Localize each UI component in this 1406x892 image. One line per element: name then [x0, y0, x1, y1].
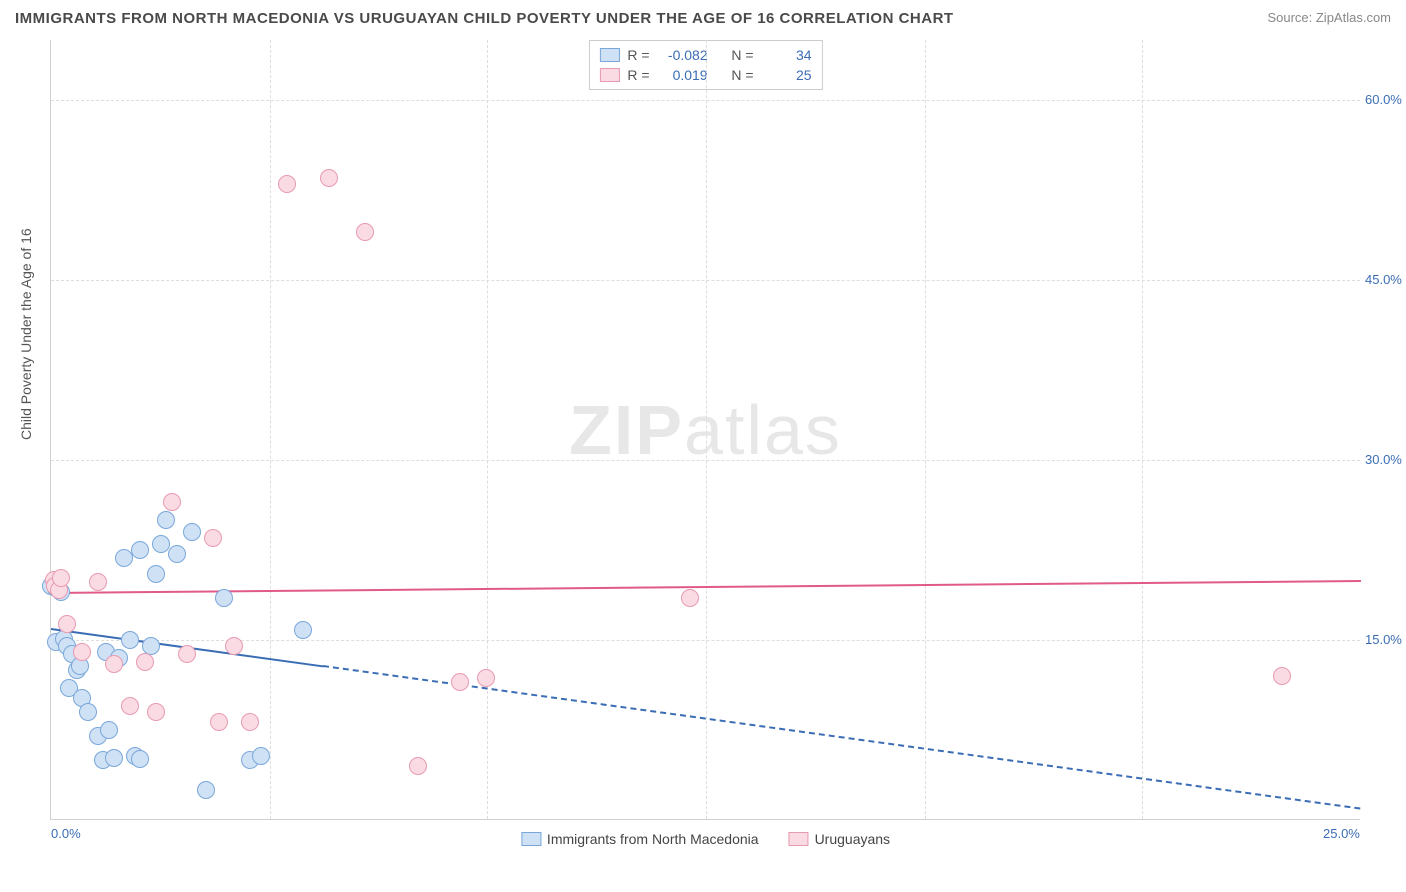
gridline-vertical	[925, 40, 926, 819]
data-point	[477, 669, 495, 687]
data-point	[197, 781, 215, 799]
data-point	[73, 643, 91, 661]
legend-swatch	[521, 832, 541, 846]
legend-swatch	[599, 68, 619, 82]
data-point	[157, 511, 175, 529]
data-point	[294, 621, 312, 639]
chart-title: IMMIGRANTS FROM NORTH MACEDONIA VS URUGU…	[15, 10, 954, 27]
legend-item: Uruguayans	[789, 831, 891, 847]
data-point	[215, 589, 233, 607]
gridline-vertical	[1142, 40, 1143, 819]
data-point	[131, 541, 149, 559]
y-tick-label: 45.0%	[1365, 272, 1406, 287]
data-point	[168, 545, 186, 563]
y-tick-label: 15.0%	[1365, 632, 1406, 647]
data-point	[320, 169, 338, 187]
legend-swatch	[599, 48, 619, 62]
legend-r-label: R =	[627, 47, 649, 63]
legend-n-value: 34	[762, 47, 812, 63]
data-point	[225, 637, 243, 655]
data-point	[147, 703, 165, 721]
legend-item: Immigrants from North Macedonia	[521, 831, 759, 847]
data-point	[163, 493, 181, 511]
data-point	[100, 721, 118, 739]
gridline-vertical	[270, 40, 271, 819]
y-tick-label: 30.0%	[1365, 452, 1406, 467]
data-point	[136, 653, 154, 671]
scatter-chart: ZIPatlas R =-0.082 N =34R =0.019 N =25 I…	[50, 40, 1360, 820]
data-point	[356, 223, 374, 241]
x-tick-label: 25.0%	[1323, 826, 1360, 841]
data-point	[681, 589, 699, 607]
data-point	[105, 749, 123, 767]
data-point	[204, 529, 222, 547]
gridline-vertical	[487, 40, 488, 819]
data-point	[252, 747, 270, 765]
data-point	[79, 703, 97, 721]
data-point	[451, 673, 469, 691]
legend-n-label: N =	[731, 47, 753, 63]
y-axis-label: Child Poverty Under the Age of 16	[18, 228, 34, 440]
legend-r-value: -0.082	[658, 47, 708, 63]
data-point	[89, 573, 107, 591]
legend-n-value: 25	[762, 67, 812, 83]
data-point	[105, 655, 123, 673]
y-tick-label: 60.0%	[1365, 92, 1406, 107]
trend-line	[323, 665, 1361, 810]
data-point	[58, 615, 76, 633]
legend-series: Immigrants from North Macedonia Uruguayan…	[521, 831, 890, 847]
legend-n-label: N =	[731, 67, 753, 83]
data-point	[278, 175, 296, 193]
data-point	[121, 697, 139, 715]
legend-r-value: 0.019	[658, 67, 708, 83]
data-point	[131, 750, 149, 768]
data-point	[178, 645, 196, 663]
data-point	[241, 713, 259, 731]
data-point	[52, 569, 70, 587]
legend-r-label: R =	[627, 67, 649, 83]
data-point	[121, 631, 139, 649]
data-point	[147, 565, 165, 583]
data-point	[409, 757, 427, 775]
legend-label: Immigrants from North Macedonia	[547, 831, 759, 847]
gridline-vertical	[706, 40, 707, 819]
data-point	[1273, 667, 1291, 685]
legend-swatch	[789, 832, 809, 846]
legend-label: Uruguayans	[815, 831, 891, 847]
source-label: Source: ZipAtlas.com	[1267, 10, 1391, 25]
x-tick-label: 0.0%	[51, 826, 81, 841]
data-point	[183, 523, 201, 541]
data-point	[210, 713, 228, 731]
